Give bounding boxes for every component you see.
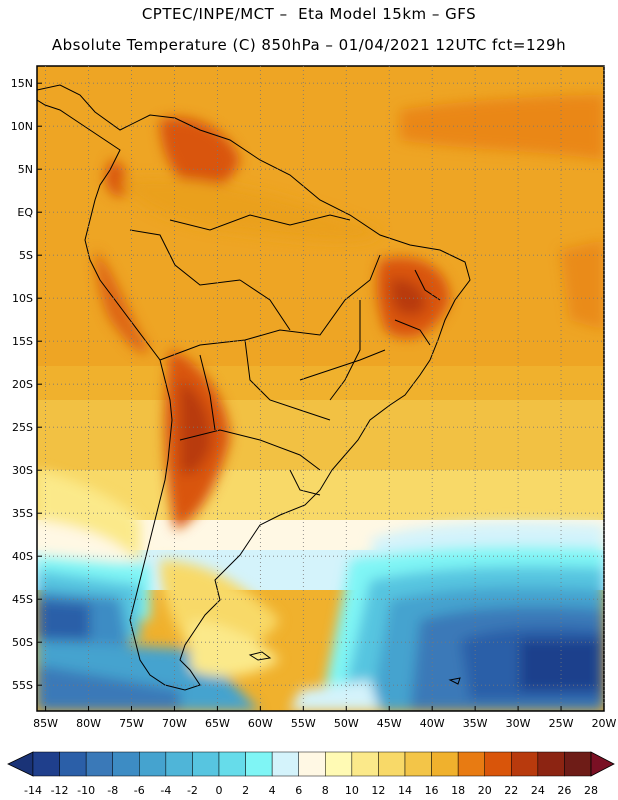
colorbar-swatch — [537, 751, 565, 777]
lon-label: 85W — [33, 717, 58, 730]
lon-label: 40W — [420, 717, 445, 730]
colorbar-label: 8 — [322, 784, 329, 797]
colorbar-swatch — [218, 751, 246, 777]
colorbar-swatch — [192, 751, 220, 777]
lat-label: 45S — [12, 593, 33, 606]
colorbar-label: 18 — [451, 784, 465, 797]
colorbar-label: -12 — [51, 784, 69, 797]
lon-label: 60W — [248, 717, 273, 730]
colorbar-label: 26 — [557, 784, 571, 797]
lat-label: 55S — [12, 679, 33, 692]
lat-label: EQ — [17, 206, 33, 219]
colorbar-swatch — [431, 751, 459, 777]
lon-label: 70W — [162, 717, 187, 730]
coastline — [37, 84, 471, 691]
lat-label: 5N — [18, 163, 33, 176]
colorbar-swatch — [351, 751, 379, 777]
colorbar-label: 12 — [371, 784, 385, 797]
lon-label: 80W — [76, 717, 101, 730]
colorbar-label: 16 — [425, 784, 439, 797]
colorbar-swatch — [85, 751, 113, 777]
colorbar-label: 14 — [398, 784, 412, 797]
colorbar-label: 28 — [584, 784, 598, 797]
lat-label: 5S — [19, 249, 33, 262]
lon-label: 75W — [119, 717, 144, 730]
lat-label: 15N — [11, 77, 33, 90]
colorbar-label: -4 — [160, 784, 171, 797]
colorbar-label: 0 — [216, 784, 223, 797]
colorbar-swatch — [271, 751, 299, 777]
colorbar-label: -2 — [187, 784, 198, 797]
colorbar-label: 2 — [242, 784, 249, 797]
colorbar-label: -10 — [77, 784, 95, 797]
colorbar-swatch — [139, 751, 167, 777]
lat-label: 40S — [12, 550, 33, 563]
lat-label: 10N — [11, 120, 33, 133]
colorbar-swatch — [245, 751, 273, 777]
colorbar-swatch — [564, 751, 592, 777]
colorbar-label: -6 — [134, 784, 145, 797]
colorbar-swatch — [484, 751, 512, 777]
lon-label: 50W — [334, 717, 359, 730]
lon-label: 20W — [592, 717, 617, 730]
graticule — [37, 66, 605, 711]
title-line-2: Absolute Temperature (C) 850hPa – 01/04/… — [51, 36, 567, 54]
latitude-labels: 15N 10N 5N EQ 5S 10S 15S 20S 25S 30S 35S 40S 45S 50S 5… — [11, 77, 42, 692]
colorbar-swatch — [404, 751, 432, 777]
colorbar-swatch — [298, 751, 326, 777]
colorbar-label: 22 — [504, 784, 518, 797]
temperature-field — [37, 66, 604, 711]
colorbar-high-arrow — [590, 751, 615, 777]
lon-label: 25W — [549, 717, 574, 730]
lat-label: 30S — [12, 464, 33, 477]
colorbar-swatch — [32, 751, 60, 777]
lat-label: 35S — [12, 507, 33, 520]
colorbar-label: 10 — [345, 784, 359, 797]
lon-label: 65W — [205, 717, 230, 730]
colorbar-swatch — [457, 751, 485, 777]
map-frame — [36, 65, 605, 712]
longitude-labels: 85W 80W 75W 70W 65W 60W 55W 50W 45W 40W 35W 30W 25W 2… — [33, 706, 617, 730]
colorbar-swatch — [325, 751, 353, 777]
lon-label: 30W — [506, 717, 531, 730]
lat-label: 20S — [12, 378, 33, 391]
colorbar-label: -14 — [24, 784, 42, 797]
colorbar-swatch — [378, 751, 406, 777]
colorbar-label: 4 — [269, 784, 276, 797]
colorbar-swatch — [511, 751, 539, 777]
colorbar-low-arrow — [7, 751, 34, 777]
lon-label: 55W — [291, 717, 316, 730]
colorbar-swatch — [165, 751, 193, 777]
colorbar-label: -8 — [107, 784, 118, 797]
colorbar-swatch — [112, 751, 140, 777]
lon-label: 45W — [377, 717, 402, 730]
lon-label: 35W — [463, 717, 488, 730]
colorbar-label: 20 — [478, 784, 492, 797]
colorbar-label: 24 — [531, 784, 545, 797]
colorbar-swatch — [59, 751, 87, 777]
lat-label: 10S — [12, 292, 33, 305]
lat-label: 25S — [12, 421, 33, 434]
lat-label: 50S — [12, 636, 33, 649]
title-line-1: CPTEC/INPE/MCT – Eta Model 15km – GFS — [141, 5, 477, 23]
lat-label: 15S — [12, 335, 33, 348]
colorbar-label: 6 — [295, 784, 302, 797]
colorbar: -14 -12 -10 -8 -6 -4 -2 0 2 4 6 8 10 12 14 16 18 20 22 24 26… — [7, 751, 615, 797]
